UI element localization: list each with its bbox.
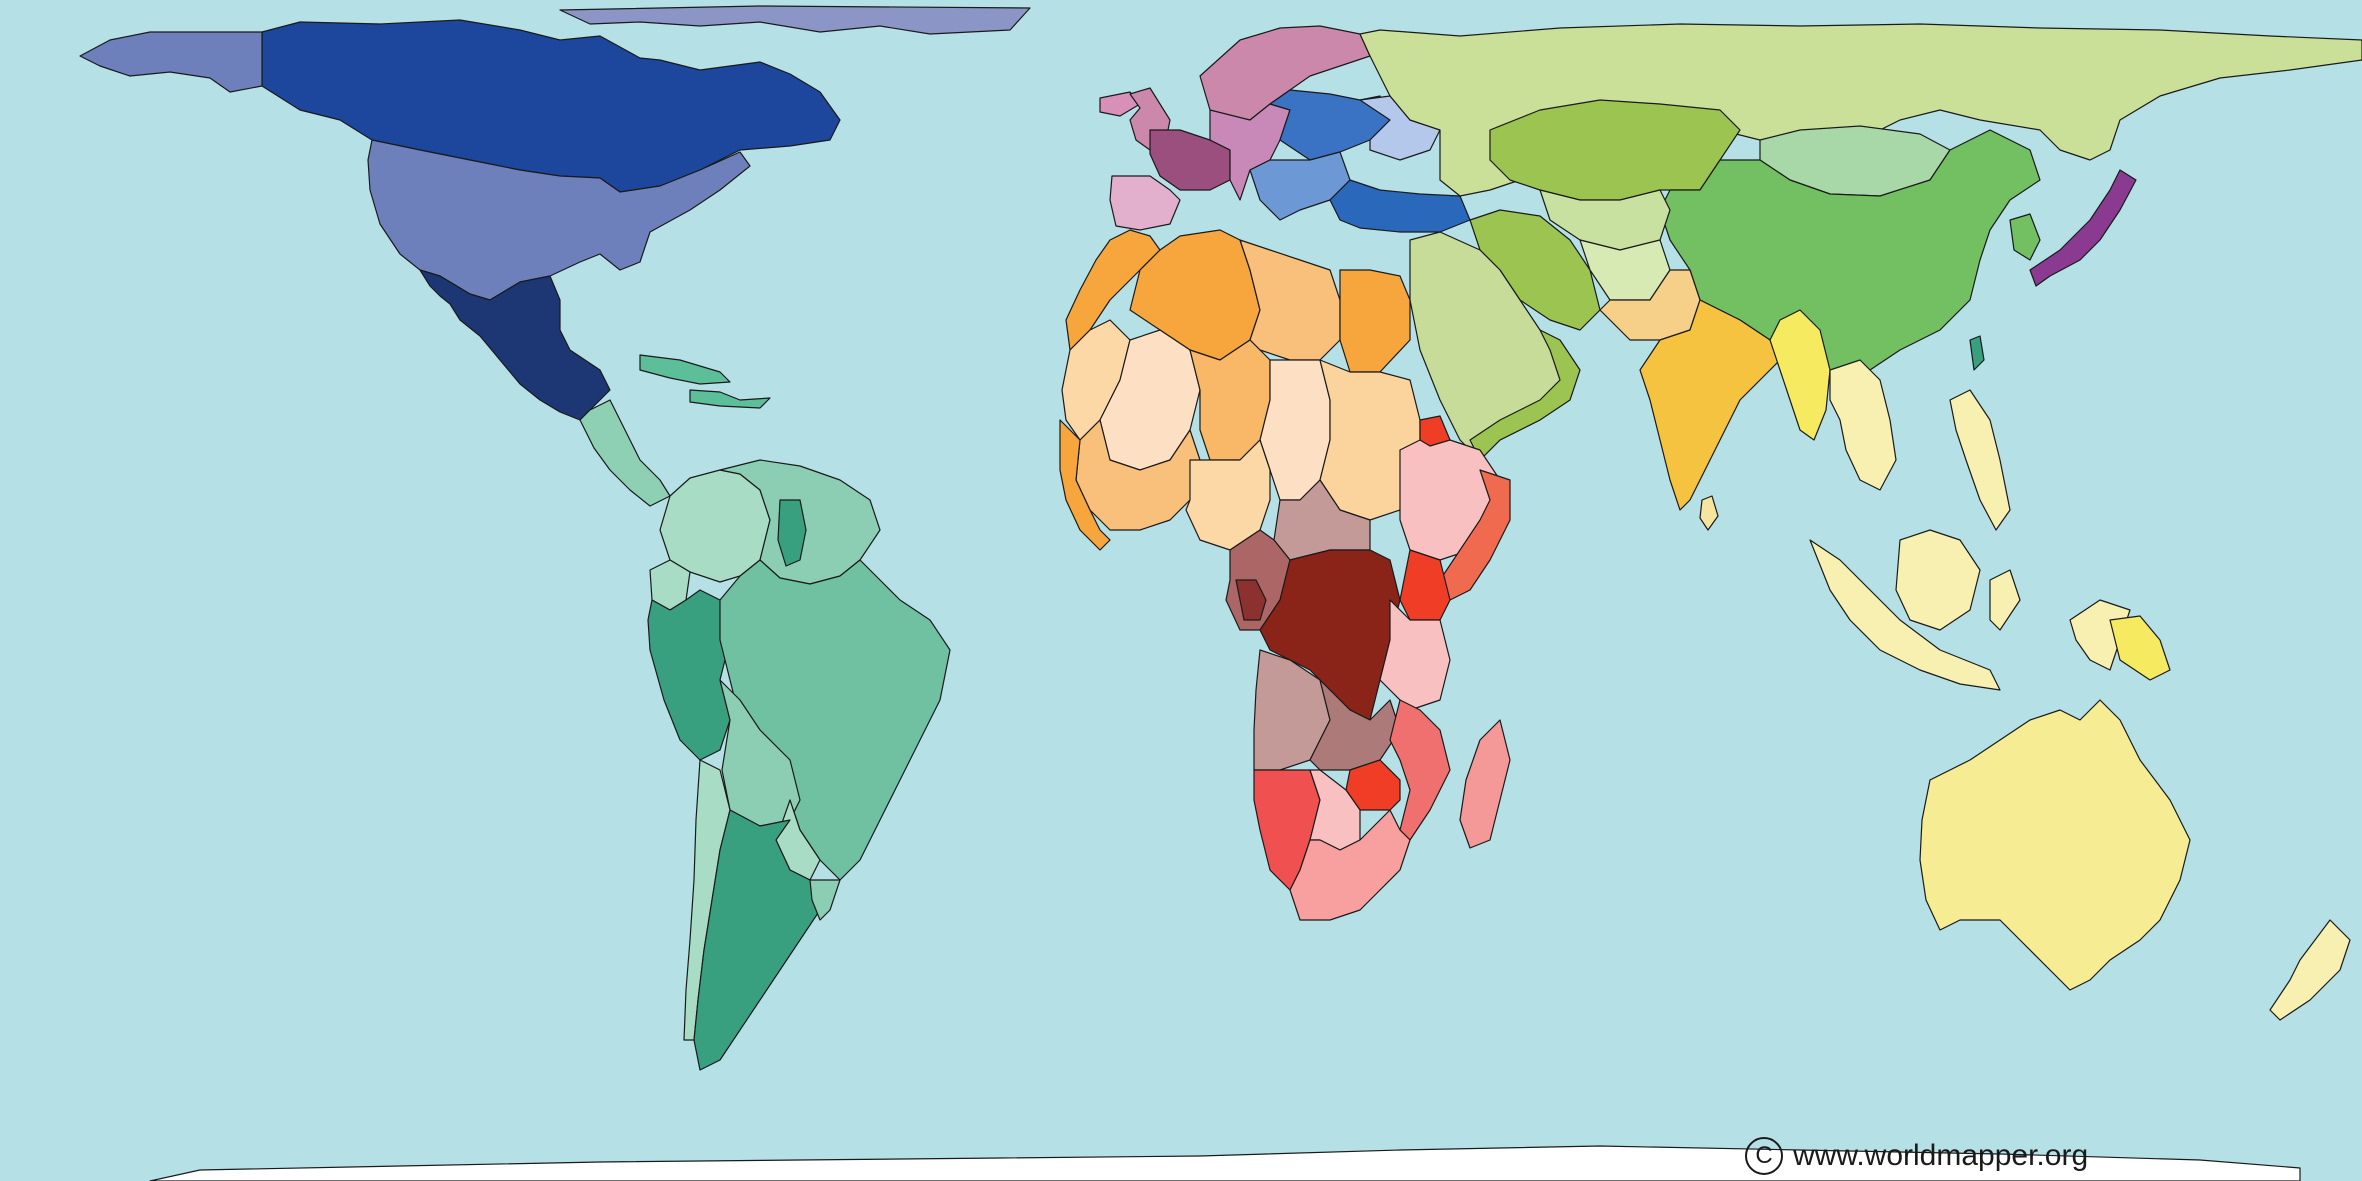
sulawesi-region [1989,569,2021,631]
philippines-region [1949,389,2011,531]
copyright-icon: C [1745,1137,1783,1175]
pakistan-region [1599,269,1701,341]
credit: C www.worldmapper.org [1745,1136,2088,1176]
iberia-region [1109,175,1181,231]
canada-region [261,19,841,193]
argentina-region [693,809,821,1071]
japan-region [2029,169,2137,287]
thailand-indochina-region [1829,359,1897,491]
eritrea-region [1419,415,1451,447]
egypt-region [1339,269,1411,373]
borneo-region [1895,529,1981,631]
kazakhstan-region [1489,99,1741,201]
peru-region [647,589,731,761]
morocco-west-region [1065,229,1161,351]
australia-region [1919,699,2191,991]
angola-region [1253,649,1331,771]
mexico-region [419,269,611,421]
papua-new-guinea-region [2109,615,2171,681]
caribbean-islands-region [689,389,771,409]
malawi-mozambique-region [1389,699,1451,841]
madagascar-region [1459,719,1511,849]
senegal-guinea-region [1059,419,1111,551]
france-region [1149,129,1231,191]
congo-west-region [1235,579,1267,621]
south-africa-region [1289,809,1411,921]
new-guinea-region [2069,599,2131,671]
uruguay-region [809,879,841,921]
new-zealand-region [2269,919,2351,1021]
greenland-region [559,5,1031,35]
credit-url-link[interactable]: www.worldmapper.org [1793,1139,2089,1172]
suriname-region [777,499,807,567]
sri-lanka-region [1699,495,1719,531]
kenya-region [1399,549,1451,621]
russia-region [1359,23,2362,197]
nigeria-region [1185,439,1271,551]
india-region [1639,299,1781,511]
caribbean-region [639,354,731,385]
iceland-region [1099,91,1141,117]
myanmar-region [1769,309,1831,441]
united-states-region [367,139,751,301]
korea-region [2009,213,2041,261]
tanzania-region [1379,599,1451,711]
central-asia-region [1539,189,1671,251]
sumatra-java-region [1809,539,2001,691]
alaska-region [79,31,263,93]
taiwan-region [1969,335,1985,371]
central-america-region [579,399,671,507]
